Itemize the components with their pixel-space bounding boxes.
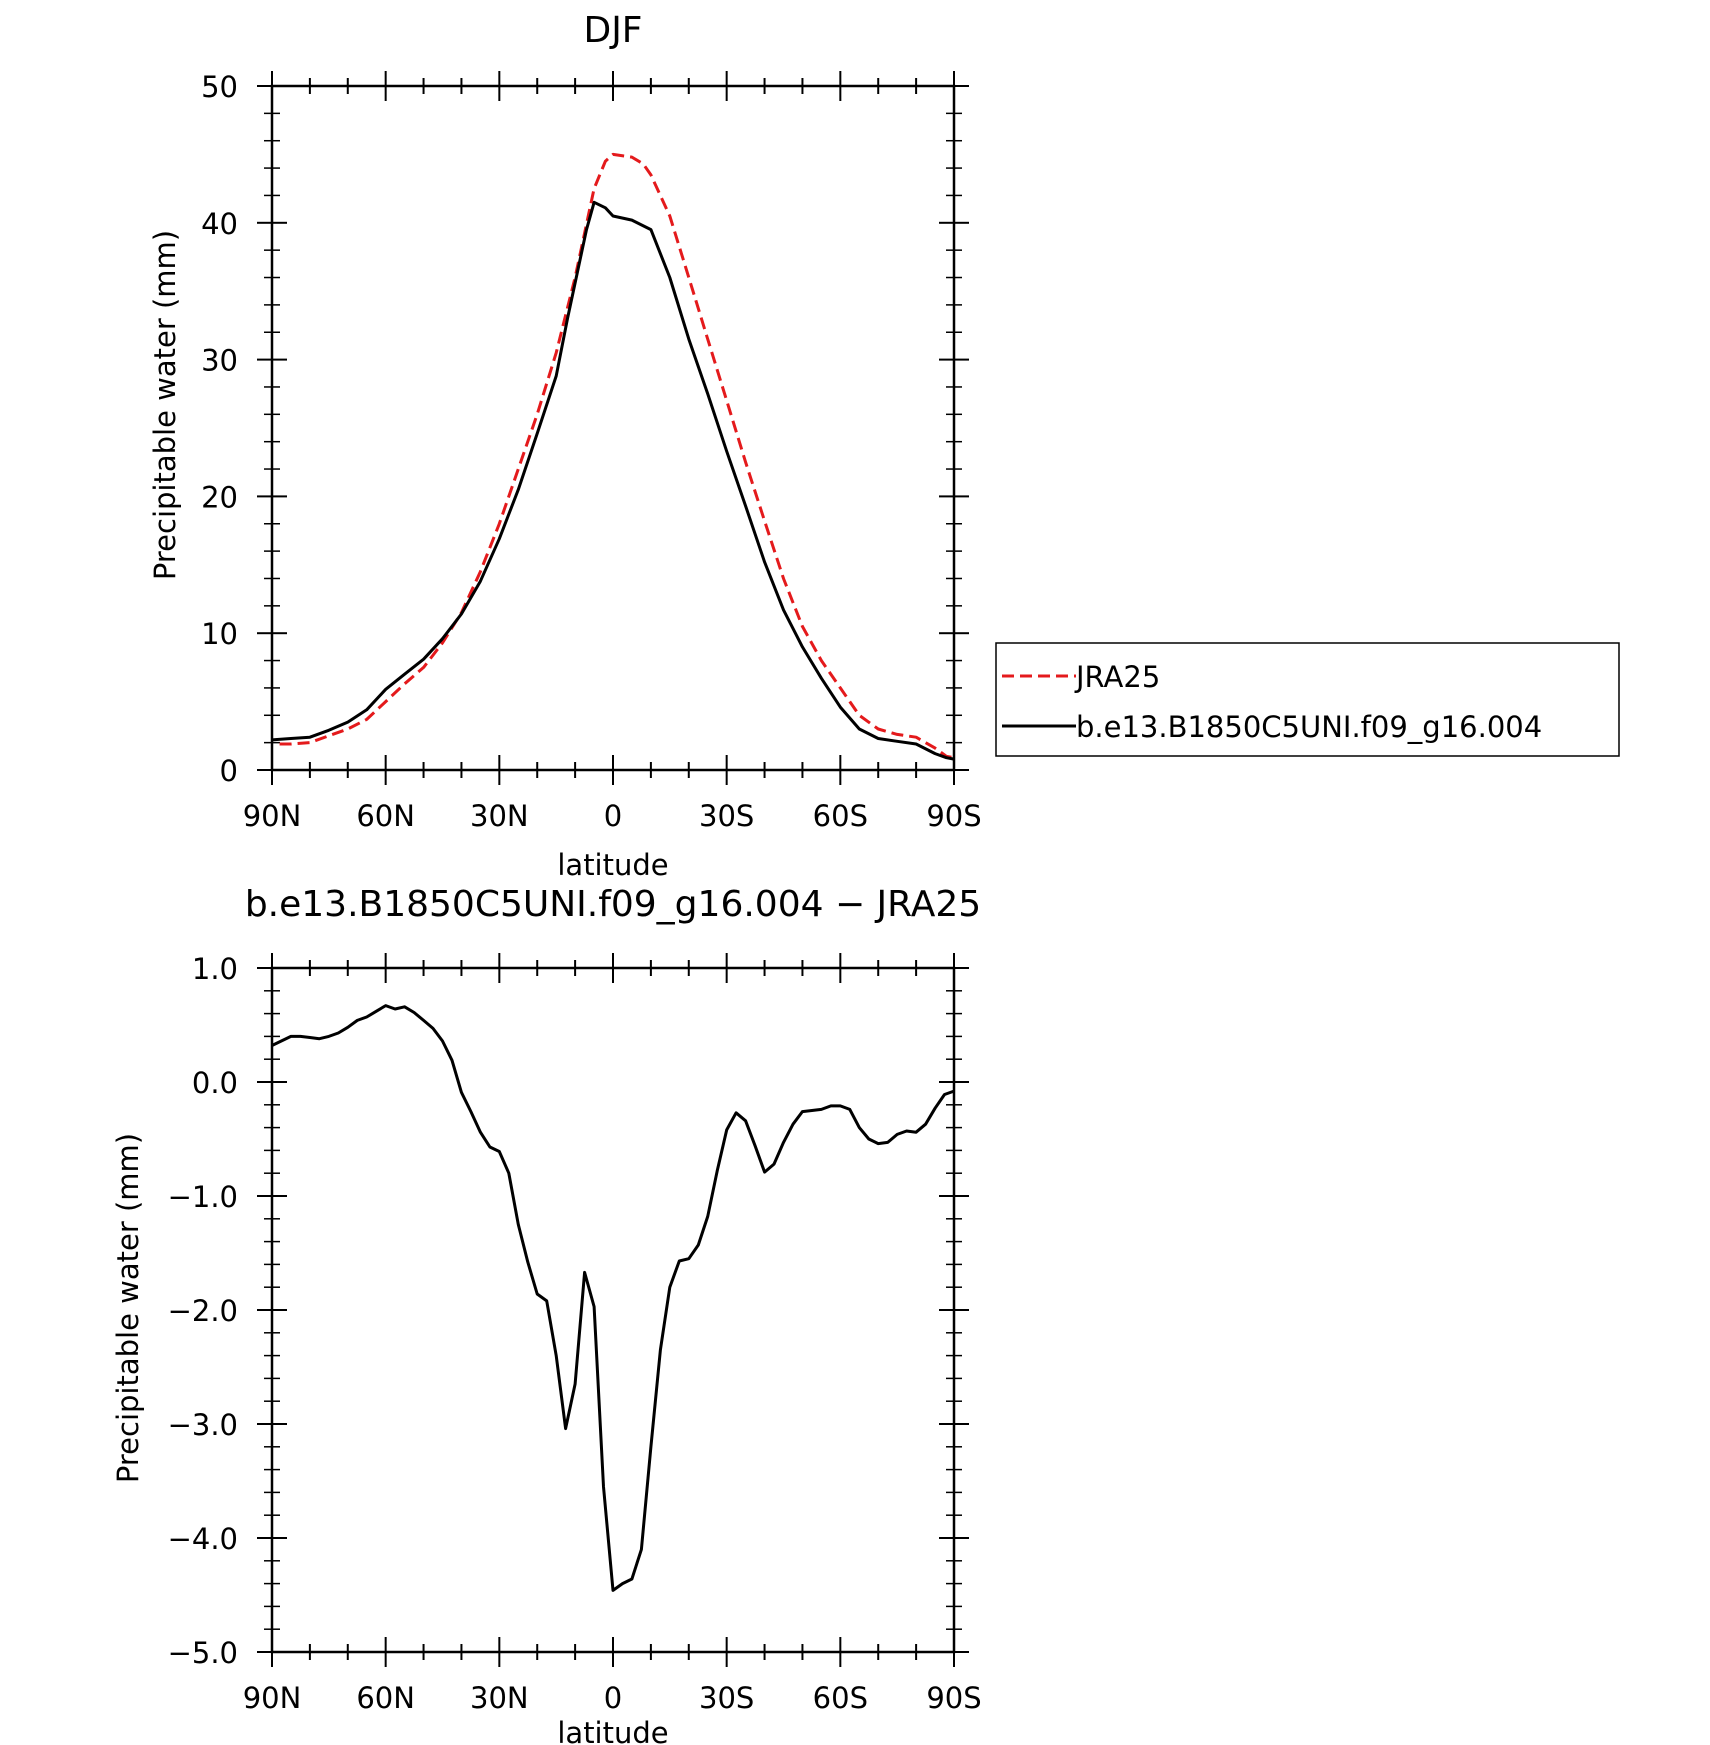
legend-label-jra25: JRA25: [1074, 660, 1160, 694]
y-tick-label: 0.0: [192, 1066, 238, 1100]
x-tick-label: 60S: [813, 1681, 868, 1715]
x-tick-label: 90S: [926, 1681, 981, 1715]
difference-panel: b.e13.B1850C5UNI.f09_g16.004 − JRA25 Pre…: [111, 884, 982, 1745]
x-tick-label: 90N: [243, 799, 302, 833]
axes-frame: 90N 60N 30N 0 30S 60S 90S 0 10 20 30 40 50: [201, 70, 982, 833]
djf-panel: DJF Precipitable water (mm) latitude 90N…: [148, 10, 1620, 882]
x-tick-label: 30N: [470, 1681, 529, 1715]
series-line: [271, 1004, 955, 1592]
x-axis-label: latitude: [557, 848, 668, 882]
x-tick-label: 60N: [356, 799, 415, 833]
y-axis-label: Precipitable water (mm): [111, 1133, 145, 1483]
y-tick-label: 10: [201, 617, 238, 651]
series-layer: [271, 152, 955, 761]
y-tick-label: −5.0: [168, 1636, 238, 1670]
axes-frame: 90N 60N 30N 0 30S 60S 90S 1.0 0.0 −1.0 −2.0 −3.0 −4.…: [168, 952, 982, 1715]
legend-label-model: b.e13.B1850C5UNI.f09_g16.004: [1076, 710, 1542, 744]
y-tick-label: −4.0: [168, 1522, 238, 1556]
chart-title: b.e13.B1850C5UNI.f09_g16.004 − JRA25: [245, 884, 981, 925]
plot-frame: [270, 966, 956, 1654]
y-tick-label: −2.0: [168, 1294, 238, 1328]
x-axis-label: latitude: [557, 1716, 668, 1745]
y-tick-label: −1.0: [168, 1180, 238, 1214]
series-line-jra25: [279, 152, 955, 760]
y-tick-label: 0: [220, 754, 238, 788]
x-tick-label: 90S: [926, 799, 981, 833]
x-tick-label: 30S: [699, 799, 754, 833]
legend: JRA25 b.e13.B1850C5UNI.f09_g16.004: [995, 642, 1620, 757]
y-tick-label: 50: [201, 70, 238, 104]
x-tick-label: 60N: [356, 1681, 415, 1715]
y-axis-label: Precipitable water (mm): [148, 230, 182, 580]
x-tick-label: 0: [604, 1681, 622, 1715]
chart-title: DJF: [583, 10, 642, 51]
x-tick-label: 0: [604, 799, 622, 833]
y-tick-label: −3.0: [168, 1408, 238, 1442]
y-tick-label: 20: [201, 480, 238, 514]
series-line-b-e13-b1850c5uni-f09-g16-004: [271, 200, 955, 761]
series-layer: [271, 1004, 955, 1592]
y-tick-label: 1.0: [192, 952, 238, 986]
x-tick-label: 90N: [243, 1681, 302, 1715]
x-tick-label: 30N: [470, 799, 529, 833]
y-tick-label: 30: [201, 344, 238, 378]
y-tick-label: 40: [201, 207, 238, 241]
plot-frame: [270, 84, 956, 772]
legend-box: [995, 642, 1620, 757]
x-tick-label: 60S: [813, 799, 868, 833]
x-tick-label: 30S: [699, 1681, 754, 1715]
